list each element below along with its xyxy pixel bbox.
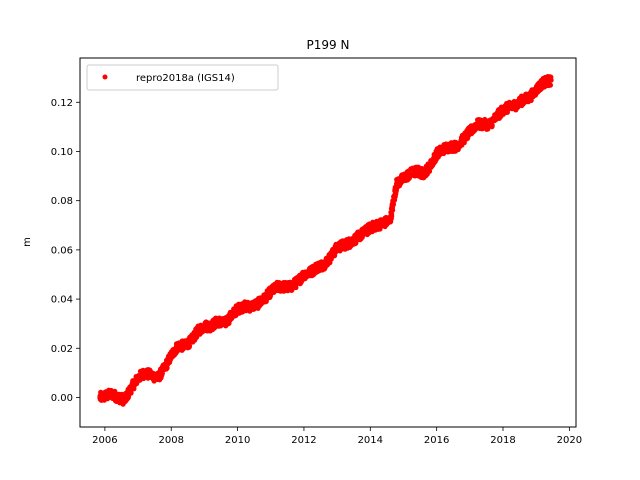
y-tick-label: 0.00 — [51, 393, 73, 404]
x-tick-label: 2010 — [225, 435, 250, 446]
y-tick-label: 0.12 — [51, 98, 73, 109]
data-point — [293, 284, 299, 291]
y-axis: 0.00 0.02 0.04 0.06 0.08 0.10 0.12 — [51, 98, 80, 404]
data-point — [390, 207, 396, 213]
y-tick-label: 0.10 — [51, 147, 73, 158]
plot-frame — [79, 57, 577, 428]
legend-label: repro2018a (IGS14) — [136, 73, 235, 84]
y-tick-label: 0.04 — [51, 295, 73, 306]
legend: repro2018a (IGS14) — [86, 64, 279, 91]
x-tick-label: 2012 — [291, 435, 316, 446]
x-tick-label: 2008 — [159, 435, 184, 446]
data-points — [97, 74, 554, 407]
y-tick-label: 0.02 — [51, 344, 73, 355]
x-tick-label: 2006 — [92, 435, 117, 446]
y-axis-label: m — [22, 237, 33, 247]
data-point — [489, 122, 495, 128]
x-tick-label: 2016 — [424, 435, 449, 446]
data-point — [128, 390, 134, 396]
legend-box — [86, 64, 279, 91]
data-point — [548, 77, 554, 83]
data-point — [426, 168, 433, 174]
x-tick-label: 2014 — [358, 435, 383, 446]
x-tick-label: 2020 — [557, 435, 582, 446]
x-axis: 2006 2008 2010 2012 2014 2016 2018 2020 — [92, 427, 582, 446]
data-point — [547, 82, 554, 88]
data-point — [389, 213, 395, 219]
legend-marker — [102, 74, 108, 80]
y-tick-label: 0.06 — [51, 245, 73, 256]
data-point — [186, 343, 193, 349]
chart-title: P199 N — [307, 38, 350, 52]
y-tick-label: 0.08 — [51, 196, 73, 207]
x-tick-label: 2018 — [490, 435, 515, 446]
data-point — [390, 202, 396, 208]
